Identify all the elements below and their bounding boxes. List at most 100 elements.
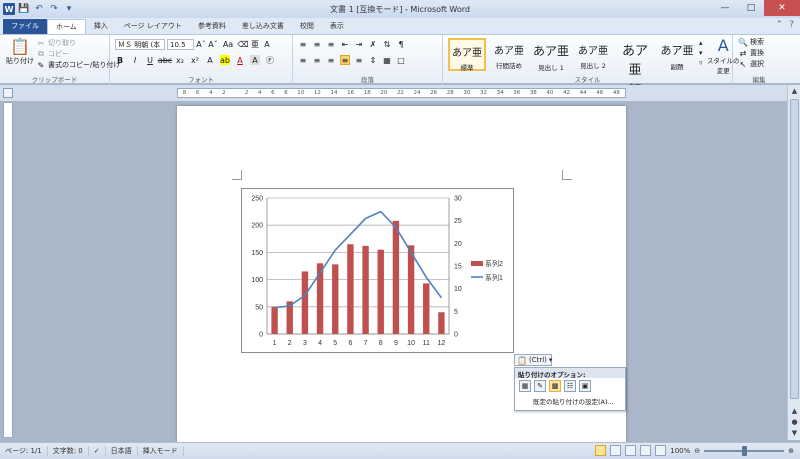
paste-button[interactable]: 📋 貼り付け <box>6 37 34 65</box>
language-indicator[interactable]: 日本語 <box>106 445 138 457</box>
horizontal-ruler[interactable]: 8 6 4 2 2 4 6 8 10 12 14 16 18 20 22 24 26 28 30 32 34 36 38 40… <box>177 88 626 98</box>
highlight-icon[interactable]: ab <box>220 55 230 65</box>
style-heading-1[interactable]: あア亜 見出し 1 <box>532 44 569 72</box>
draft-icon[interactable] <box>655 445 667 456</box>
char-border-icon[interactable]: A <box>264 40 270 49</box>
tab-file[interactable]: ファイル <box>3 19 47 34</box>
font-name-combo[interactable]: ＭＳ 明朝 (本 <box>115 39 165 50</box>
underline-icon[interactable]: U <box>147 55 153 65</box>
replace-button[interactable]: ⇄ 置換 <box>739 48 764 58</box>
bullets-icon[interactable]: ≡ <box>299 39 307 49</box>
vertical-scrollbar[interactable]: ▲ ▲ ● ▼ <box>787 85 800 440</box>
phonetic-guide-icon[interactable]: 亜 <box>251 40 259 49</box>
style-no-spacing[interactable]: あア亜 行間詰め <box>494 46 524 70</box>
increase-indent-icon[interactable]: ⇥ <box>355 39 363 49</box>
paste-as-picture-icon[interactable]: ▣ <box>579 380 591 392</box>
change-case-icon[interactable]: Aa <box>222 40 234 49</box>
subscript-icon[interactable]: x₂ <box>176 55 184 65</box>
undo-icon[interactable]: ↶ <box>35 4 43 14</box>
multilevel-list-icon[interactable]: ≡ <box>327 39 335 49</box>
align-justify-icon[interactable]: ≡ <box>299 55 307 65</box>
paste-options-button[interactable]: 📋 (Ctrl) ▾ <box>514 354 552 366</box>
word-logo-icon[interactable]: W <box>3 3 15 15</box>
shrink-font-icon[interactable]: Aˇ <box>208 40 218 49</box>
zoom-out-icon[interactable]: ⊖ <box>694 446 701 455</box>
more-icon[interactable]: ▿ <box>699 59 703 67</box>
tab-references[interactable]: 参考資料 <box>197 22 226 30</box>
embedded-chart[interactable]: 0 50 100 150 200 250 0 5 10 15 20 25 30 1 2 3 4 5 6 7 8 9 10 11… <box>241 188 514 353</box>
full-screen-reading-icon[interactable] <box>610 445 622 456</box>
change-styles-button[interactable]: A スタイルの 変更 <box>707 36 740 75</box>
tab-selector[interactable] <box>3 88 13 98</box>
scroll-down-icon[interactable]: ▾ <box>699 49 703 57</box>
tab-home[interactable]: ホーム <box>47 19 86 34</box>
text-direction-icon[interactable]: ✗ <box>369 39 377 49</box>
char-shading-icon[interactable]: A <box>250 55 260 65</box>
style-gallery-scroll[interactable]: ▴ ▾ ▿ <box>699 39 703 67</box>
style-subtitle[interactable]: あア亜 副題 <box>660 44 694 71</box>
vertical-ruler[interactable] <box>3 102 13 438</box>
tab-insert[interactable]: 挿入 <box>93 22 108 30</box>
align-right-icon[interactable]: ≡ <box>327 55 335 65</box>
italic-icon[interactable]: I <box>133 55 137 65</box>
link-data-icon[interactable]: ☷ <box>564 380 576 392</box>
scroll-up-icon[interactable]: ▴ <box>699 39 703 47</box>
superscript-icon[interactable]: x² <box>191 55 199 65</box>
align-distribute-icon[interactable]: ≡ <box>340 55 350 65</box>
web-layout-icon[interactable] <box>625 445 637 456</box>
maximize-icon[interactable]: □ <box>746 3 756 13</box>
strikethrough-icon[interactable]: abc <box>157 55 173 65</box>
select-button[interactable]: ↖ 選択 <box>739 59 764 69</box>
word-count[interactable]: 文字数: 0 <box>48 445 89 457</box>
close-icon[interactable]: ✕ <box>764 0 800 16</box>
find-button[interactable]: 🔍 検索 <box>738 37 764 47</box>
zoom-knob[interactable] <box>742 445 748 456</box>
numbering-icon[interactable]: ≡ <box>313 39 321 49</box>
sort-icon[interactable]: ⇅ <box>383 39 391 49</box>
scroll-thumb[interactable] <box>790 99 799 399</box>
style-title[interactable]: あア亜 表題 <box>621 44 648 91</box>
customize-icon[interactable]: ▾ <box>66 4 72 14</box>
insert-mode-indicator[interactable]: 挿入モード <box>138 445 184 457</box>
borders-icon[interactable]: □ <box>397 55 405 65</box>
page-indicator[interactable]: ページ: 1/1 <box>0 445 48 457</box>
keep-source-formatting-icon[interactable]: ✎ <box>534 380 546 392</box>
column-icon[interactable]: ≡ <box>355 55 363 65</box>
show-marks-icon[interactable]: ¶ <box>398 39 404 49</box>
outline-icon[interactable] <box>640 445 652 456</box>
font-size-combo[interactable]: 10.5 <box>167 39 194 50</box>
clear-format-icon[interactable]: ⌫ <box>237 40 249 49</box>
line-spacing-icon[interactable]: ⇕ <box>369 55 377 65</box>
bold-icon[interactable]: B <box>116 55 124 65</box>
save-icon[interactable]: 💾 <box>18 4 30 14</box>
redo-icon[interactable]: ↷ <box>50 4 58 14</box>
tab-mailings[interactable]: 差し込み文書 <box>241 22 284 30</box>
tab-page-layout[interactable]: ページ レイアウト <box>123 22 182 30</box>
cut-button[interactable]: ✂ 切り取り <box>37 38 76 48</box>
tab-review[interactable]: 校閲 <box>299 22 314 30</box>
align-center-icon[interactable]: ≡ <box>313 55 321 65</box>
help-icon[interactable]: ? <box>789 20 794 30</box>
print-layout-icon[interactable] <box>595 445 607 456</box>
use-destination-theme-icon[interactable]: ▦ <box>519 380 531 392</box>
enclose-chars-icon[interactable]: Ⓕ <box>266 55 274 65</box>
scroll-up-arrow-icon[interactable]: ▲ <box>791 87 798 95</box>
browse-object-icon[interactable]: ● <box>791 418 798 426</box>
shading-icon[interactable]: ▦ <box>383 55 391 65</box>
prev-page-icon[interactable]: ▲ <box>791 407 798 415</box>
next-page-icon[interactable]: ▼ <box>791 429 798 437</box>
default-paste-setting-link[interactable]: 既定の貼り付けの設定(A)... <box>533 398 614 406</box>
zoom-in-icon[interactable]: ⊕ <box>788 446 794 455</box>
style-normal[interactable]: あア亜 標準 <box>448 38 486 72</box>
zoom-level[interactable]: 100% <box>670 446 691 455</box>
tab-view[interactable]: 表示 <box>329 22 344 30</box>
text-effects-icon[interactable]: A <box>207 55 213 65</box>
style-heading-2[interactable]: あア亜 見出し 2 <box>578 46 608 70</box>
grow-font-icon[interactable]: Aˆ <box>196 40 206 49</box>
minimize-icon[interactable]: — <box>720 3 730 13</box>
font-color-icon[interactable]: A <box>237 55 243 65</box>
embed-workbook-icon[interactable]: ▩ <box>549 380 561 392</box>
copy-button[interactable]: ⧉ コピー <box>36 49 69 59</box>
ribbon-minimize-icon[interactable]: ⌃ <box>775 20 784 30</box>
proofing-icon[interactable]: ✓ <box>89 445 106 457</box>
